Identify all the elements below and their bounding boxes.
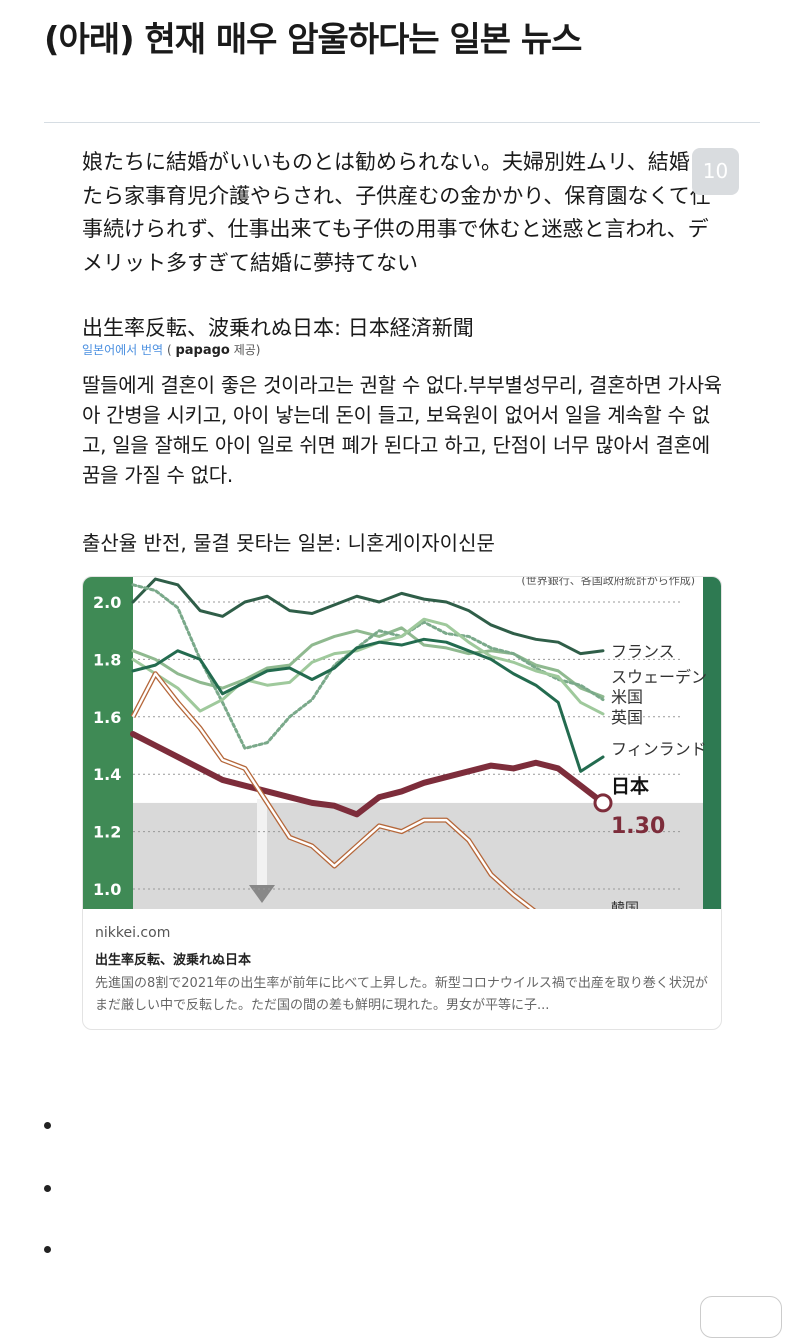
count-badge[interactable]: 10 xyxy=(692,148,739,195)
link-card[interactable]: 2.0 1.8 1.6 1.4 1.2 1.0 (世界銀行、各国政府統計から作成) フランスス… xyxy=(82,576,722,1030)
chart-source-note: (世界銀行、各国政府統計から作成) xyxy=(521,577,695,587)
y-tick-label: 1.0 xyxy=(93,880,121,899)
series-label: 英国 xyxy=(611,708,643,727)
y-tick-label: 1.2 xyxy=(93,823,121,842)
papago-logo: papago xyxy=(175,343,230,358)
series-label: フランス xyxy=(611,642,675,661)
series-line-inner xyxy=(131,672,534,909)
y-tick-label: 1.4 xyxy=(93,765,121,784)
japan-end-marker xyxy=(593,793,613,813)
y-tick-label: 1.6 xyxy=(93,708,121,727)
left-band xyxy=(83,577,133,909)
series-line xyxy=(131,583,605,750)
series-line xyxy=(131,637,605,773)
japan-value-label: 1.30 xyxy=(611,814,665,839)
list-bullet xyxy=(44,1246,51,1253)
series-line xyxy=(130,731,606,818)
translation-provided: 제공) xyxy=(233,343,261,357)
tweet-korean-text: 딸들에게 결혼이 좋은 것이라고는 권할 수 없다.부부별성무리, 결혼하면 가… xyxy=(82,373,722,487)
post-title: (아래) 현재 매우 암울하다는 일본 뉴스 xyxy=(44,20,582,60)
korea-label: 韓国 xyxy=(611,901,639,909)
tweet-korean-source: 출산율 반전, 물결 못타는 일본: 니혼게이자이신문 xyxy=(82,531,495,555)
link-card-description: 先進国の8割で2021年の出生率が前年に比べて上昇した。新型コロナウイルス禍で出… xyxy=(95,976,708,1013)
list-bullet xyxy=(44,1122,51,1129)
fertility-chart: 2.0 1.8 1.6 1.4 1.2 1.0 (世界銀行、各国政府統計から作成) フランスス… xyxy=(83,577,721,909)
series-label: フィンランド xyxy=(611,739,707,758)
right-band xyxy=(703,577,721,909)
paren-open: ( xyxy=(166,343,172,357)
series-line xyxy=(131,577,605,656)
down-arrow-shaft xyxy=(257,799,267,887)
divider xyxy=(44,122,760,123)
translation-note: 일본어에서 번역 ( papago 제공) xyxy=(82,341,260,358)
list-bullet xyxy=(44,1185,51,1192)
y-tick-label: 1.8 xyxy=(93,650,121,669)
y-tick-label: 2.0 xyxy=(93,593,121,612)
tweet-japanese-source[interactable]: 出生率反転、波乗れぬ日本: 日本経済新聞 xyxy=(82,316,474,340)
series-label: スウェーデン xyxy=(611,668,707,687)
link-card-site: nikkei.com xyxy=(95,925,171,941)
tweet-japanese-text: 娘たちに結婚がいいものとは勧められない。夫婦別姓ムリ、結婚したら家事育児介護やら… xyxy=(82,150,711,275)
scroll-top-button[interactable] xyxy=(700,1296,782,1338)
japan-label: 日本 xyxy=(611,775,649,798)
link-card-title: 出生率反転、波乗れぬ日本 xyxy=(95,953,252,968)
series-label: 米国 xyxy=(611,688,643,707)
translated-from-link[interactable]: 일본어에서 번역 xyxy=(82,343,164,357)
